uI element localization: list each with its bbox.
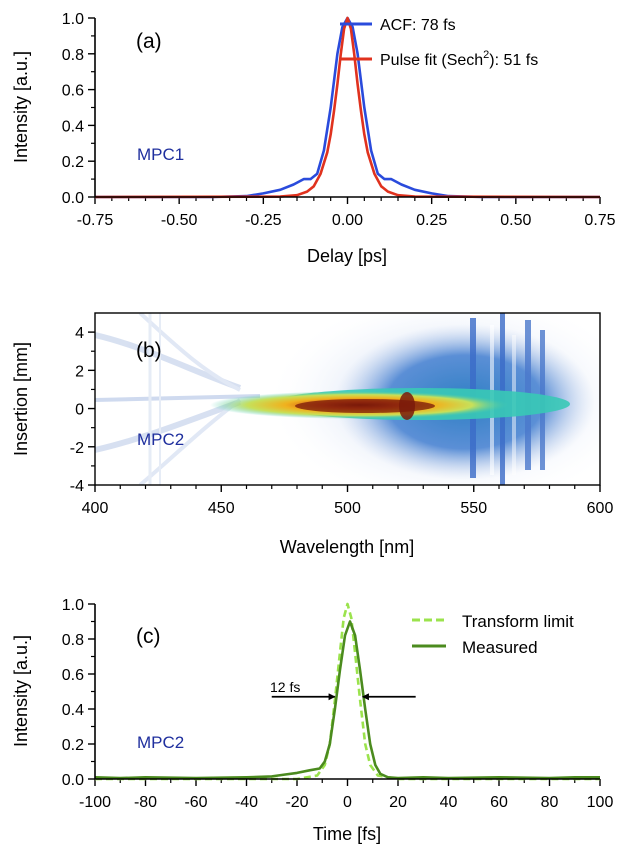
y-tick-label: 0.6 (62, 667, 84, 684)
y-tick-label: 0.2 (62, 154, 84, 171)
x-tick-label: 0 (343, 794, 352, 811)
x-tick-label: -0.50 (161, 212, 198, 229)
y-axis-label: Intensity [a.u.] (11, 635, 31, 747)
x-tick-label: 20 (389, 794, 407, 811)
x-tick-label: 400 (82, 500, 109, 517)
x-axis-label: Delay [ps] (307, 246, 387, 266)
x-tick-label: 450 (208, 500, 235, 517)
x-tick-label: -20 (285, 794, 308, 811)
y-axis-label: Insertion [mm] (11, 342, 31, 456)
y-tick-label: 0.6 (62, 83, 84, 100)
heatmap (95, 313, 600, 485)
x-tick-label: -40 (235, 794, 258, 811)
y-axis-label: Intensity [a.u.] (11, 51, 31, 163)
x-tick-label: 40 (440, 794, 458, 811)
series-line-1 (94, 620, 600, 780)
x-tick-label: -0.25 (245, 212, 282, 229)
legend-entry-acf: ACF: 78 fs (380, 17, 456, 34)
mpc-annotation: MPC1 (137, 145, 184, 164)
x-tick-label: 600 (587, 500, 614, 517)
series-line-0 (95, 16, 600, 199)
y-tick-label: 0.0 (62, 772, 84, 789)
y-tick-label: 4 (75, 325, 84, 342)
mpc-annotation: MPC2 (137, 733, 184, 752)
x-tick-label: -80 (134, 794, 157, 811)
panel-a: -0.75 -0.50 -0.25 0.00 0.25 0.50 0.75 0.0 0.2 0.4… (11, 11, 616, 266)
panel-c: -100 -80 -60 -40 -20 0 20 40 60 80 100 0.0 0.2 0.4 0.6… (11, 597, 613, 844)
x-tick-label: 0.00 (332, 212, 363, 229)
series-line-0 (95, 602, 600, 781)
x-tick-label: 500 (334, 500, 361, 517)
x-axis-label: Wavelength [nm] (280, 537, 414, 557)
y-tick-label: 0.0 (62, 190, 84, 207)
mpc-annotation: MPC2 (137, 430, 184, 449)
fwhm-annotation: 12 fs (270, 679, 416, 701)
y-tick-label: 1.0 (62, 11, 84, 28)
x-tick-label: 60 (490, 794, 508, 811)
legend-entry-sech2: Pulse fit (Sech2): 51 fs (380, 49, 538, 69)
panel-b: 400 450 500 550 600 -4 -2 0 2 4 (b) MPC2 Waveleng… (11, 312, 614, 557)
legend-entry-sech2-sup: 2 (483, 49, 489, 61)
legend-entry-measured: Measured (462, 638, 538, 657)
legend: Transform limit Measured (412, 612, 574, 657)
x-tick-label: 80 (541, 794, 559, 811)
legend-entry-transform-limit: Transform limit (462, 612, 574, 631)
heatmap-peak-2 (399, 392, 415, 420)
y-tick-label: 2 (75, 363, 84, 380)
series-line-1 (94, 16, 601, 199)
y-tick-label: 1.0 (62, 597, 84, 614)
y-tick-label: 0.8 (62, 632, 84, 649)
x-tick-label: 100 (587, 794, 614, 811)
x-tick-label: 0.25 (416, 212, 447, 229)
y-tick-label: -2 (70, 440, 84, 457)
x-tick-label: -60 (184, 794, 207, 811)
panel-label: (b) (136, 339, 162, 362)
x-tick-label: 0.75 (584, 212, 615, 229)
y-tick-label: 0.8 (62, 47, 84, 64)
x-tick-label: -0.75 (77, 212, 114, 229)
y-tick-label: 0 (75, 402, 84, 419)
y-tick-label: 0.4 (62, 702, 84, 719)
legend-entry-sech2-main: Pulse fit (Sech (380, 52, 483, 69)
y-tick-label: 0.2 (62, 737, 84, 754)
x-tick-label: 550 (460, 500, 487, 517)
fwhm-label: 12 fs (270, 679, 300, 695)
panel-label: (c) (136, 625, 161, 648)
y-tick-label: 0.4 (62, 118, 84, 135)
y-tick-label: -4 (70, 478, 84, 495)
x-axis-label: Time [fs] (313, 824, 381, 844)
panel-label: (a) (136, 30, 162, 53)
x-tick-label: 0.50 (500, 212, 531, 229)
x-tick-label: -100 (79, 794, 111, 811)
legend: ACF: 78 fs Pulse fit (Sech2): 51 fs (340, 17, 538, 69)
legend-entry-sech2-suffix: ): 51 fs (489, 52, 538, 69)
